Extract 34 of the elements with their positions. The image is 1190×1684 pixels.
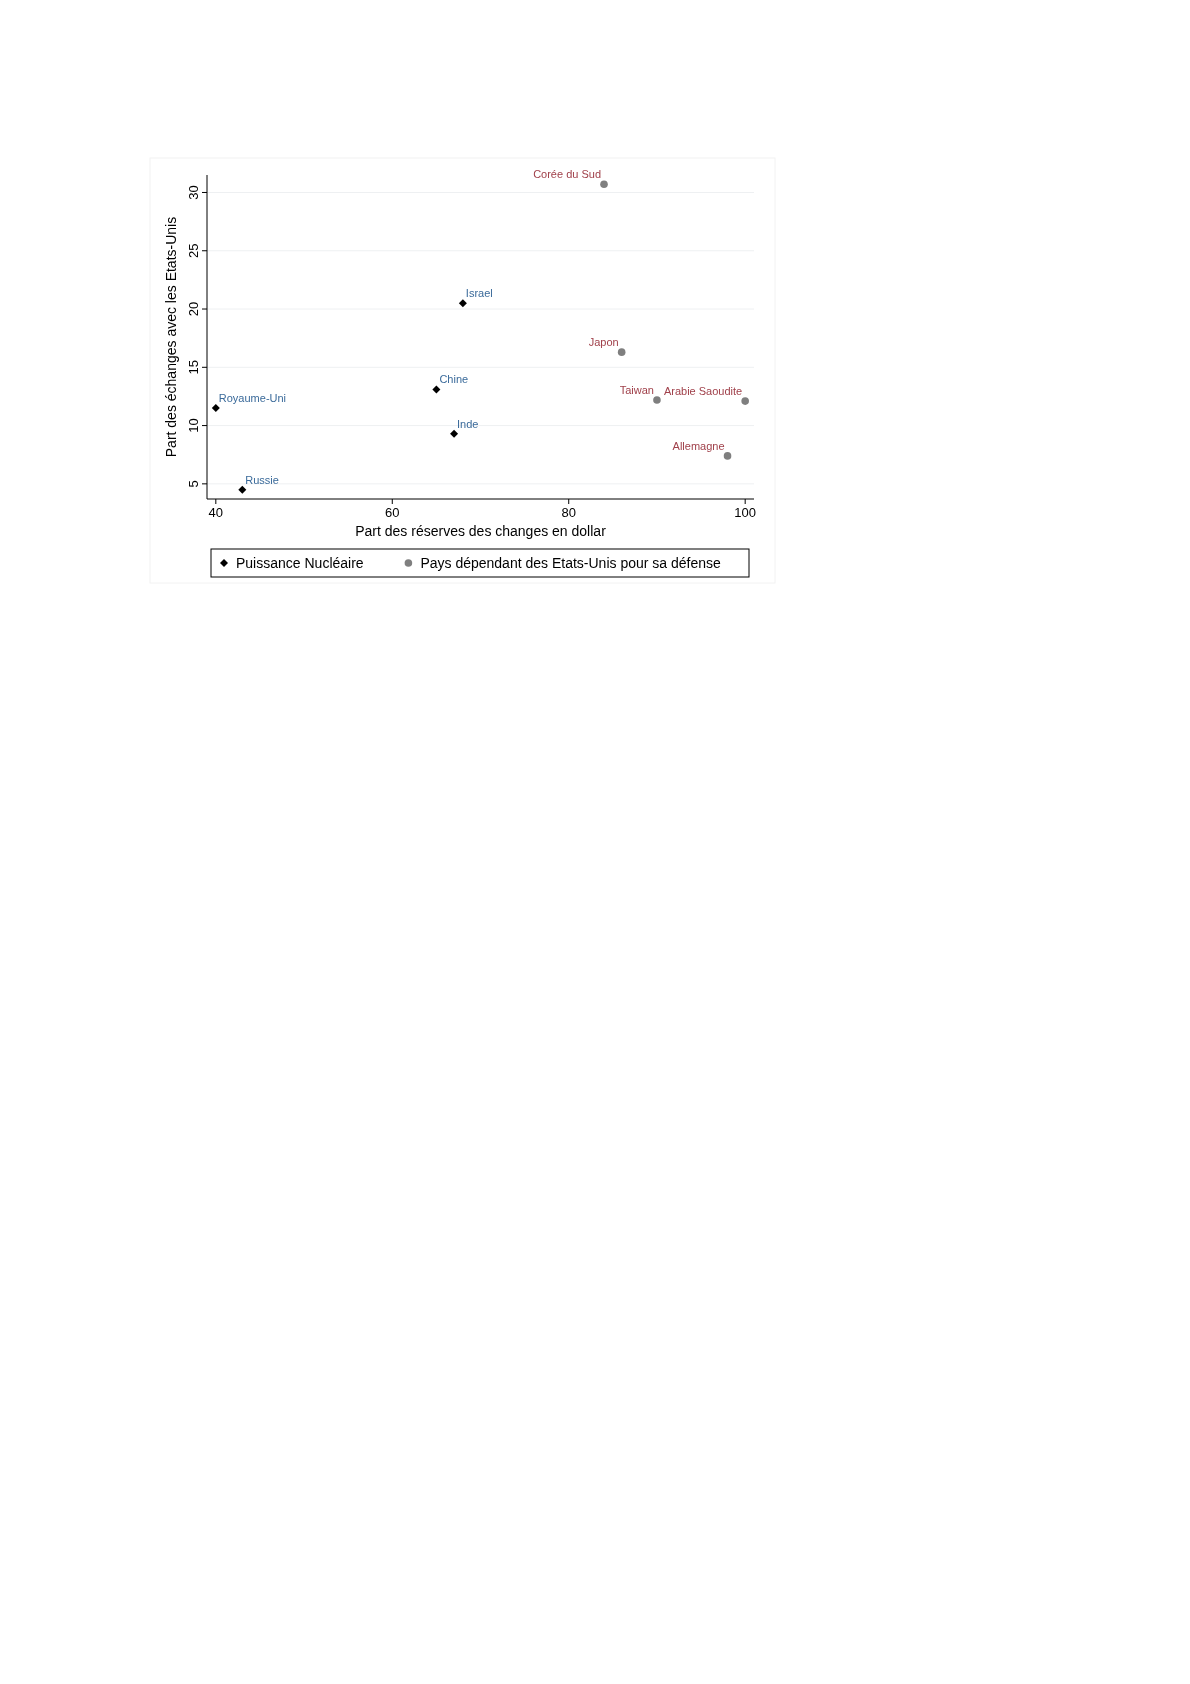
y-tick-label: 10 — [186, 418, 201, 433]
x-tick-label: 60 — [385, 505, 400, 520]
y-axis-title: Part des échanges avec les Etats-Unis — [163, 216, 179, 458]
annotation: Corée du Sud — [533, 168, 602, 181]
point — [617, 348, 626, 356]
point — [458, 299, 467, 308]
point — [600, 180, 608, 189]
y-tick-label: 5 — [186, 480, 201, 488]
x-tick-label: 80 — [561, 505, 576, 520]
legend-label: Pays dépendant des Etats-Unis pour sa défense — [420, 555, 722, 571]
point — [211, 404, 220, 413]
x-axis-title: Part des réserves des changes en dollar — [355, 523, 607, 539]
point — [432, 385, 441, 394]
annotation: Royaume-Uni — [218, 392, 287, 405]
point — [723, 452, 732, 460]
point — [238, 485, 247, 494]
point — [450, 429, 459, 438]
point — [653, 396, 661, 404]
annotation: Inde — [457, 417, 479, 430]
point — [741, 397, 749, 405]
annotation: Israel — [465, 287, 493, 300]
annotation: Chine — [439, 373, 469, 386]
annotation: Russie — [245, 473, 279, 486]
legend-label: Puissance Nucléaire — [236, 555, 364, 571]
annotation: Japon — [588, 336, 619, 349]
y-tick-label: 15 — [186, 360, 201, 375]
annotation: Allemagne — [672, 439, 725, 452]
y-tick-label: 30 — [186, 185, 201, 200]
annotation: Arabie Saoudite — [663, 385, 743, 398]
annotation: Taiwan — [619, 383, 654, 396]
y-tick-label: 25 — [186, 243, 201, 258]
x-tick-label: 40 — [208, 505, 224, 520]
x-tick-label: 100 — [734, 505, 757, 520]
y-tick-label: 20 — [186, 301, 201, 317]
